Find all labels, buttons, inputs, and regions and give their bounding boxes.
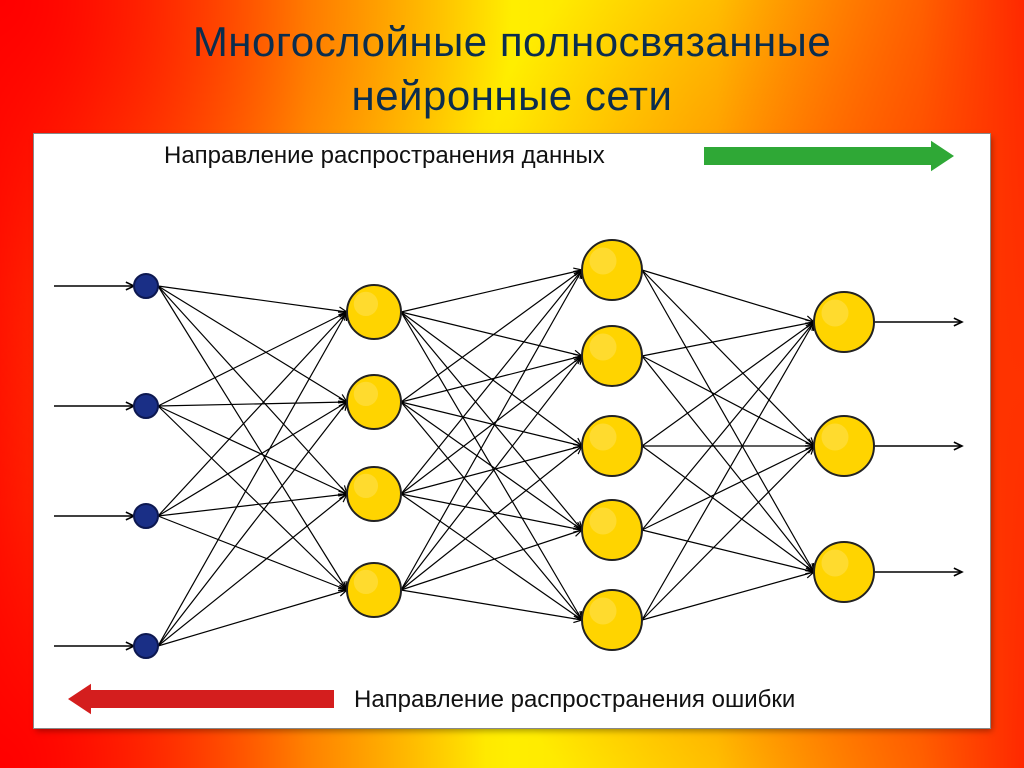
- slide-title-line1: Многослойные полносвязанные: [0, 18, 1024, 66]
- diagram-panel: Направление распространения данных Напра…: [34, 134, 990, 728]
- slide-title-line2: нейронные сети: [0, 72, 1024, 120]
- slide-background: Многослойные полносвязанные нейронные се…: [0, 0, 1024, 768]
- network-svg: [34, 134, 990, 728]
